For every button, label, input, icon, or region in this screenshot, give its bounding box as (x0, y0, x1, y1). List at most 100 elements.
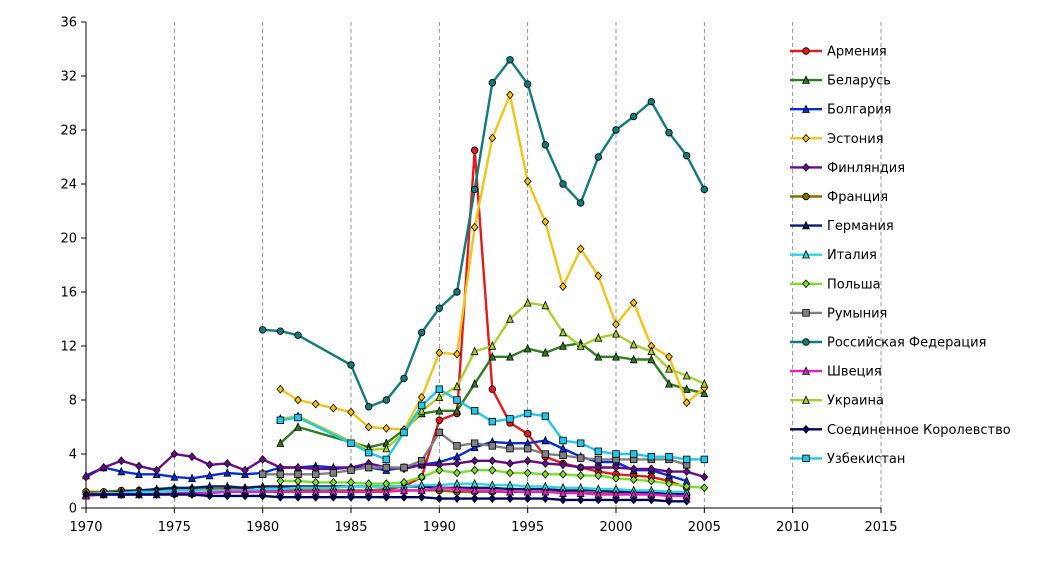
data-point (488, 351, 497, 361)
data-point (347, 466, 355, 474)
data-point (435, 416, 444, 424)
data-point (347, 407, 355, 417)
y-tick-label: 12 (60, 340, 77, 355)
data-point (629, 112, 638, 121)
data-point (647, 464, 656, 474)
data-point (506, 494, 514, 503)
data-point (541, 469, 550, 479)
legend-marker (802, 338, 810, 346)
data-point (453, 459, 461, 468)
data-point (506, 468, 514, 478)
data-point (559, 451, 567, 460)
data-point (576, 439, 585, 447)
x-tick-label: 2000 (599, 520, 632, 535)
data-point (276, 470, 285, 478)
data-point (117, 456, 126, 466)
data-point (612, 450, 620, 458)
data-point (541, 412, 550, 420)
data-point (417, 401, 426, 410)
data-point (488, 341, 497, 350)
data-point (329, 403, 338, 413)
legend-entry: Румыния (790, 306, 887, 321)
data-point (523, 456, 532, 466)
data-point (612, 463, 620, 472)
data-point (470, 185, 479, 194)
data-point (453, 396, 461, 404)
series-2 (276, 338, 709, 451)
data-point (205, 470, 214, 480)
data-point (400, 374, 408, 383)
data-point (665, 378, 673, 388)
data-point (453, 349, 461, 359)
legend-label: Беларусь (827, 74, 891, 89)
x-tick-label: 2010 (776, 520, 809, 535)
data-point (382, 443, 391, 453)
legend-label: Болгария (827, 103, 892, 118)
data-point (329, 477, 338, 487)
data-point (576, 341, 585, 350)
data-point (488, 465, 497, 475)
data-point (682, 455, 691, 464)
x-tick-label: 2005 (688, 520, 721, 535)
series-line (279, 342, 705, 449)
legend-marker (802, 133, 810, 143)
data-point (576, 471, 585, 481)
data-point (612, 319, 620, 329)
data-point (665, 352, 673, 362)
legend-label: Эстония (827, 132, 884, 147)
legend-marker (802, 366, 810, 375)
legend-label: Соединенное Королевство (827, 423, 1011, 438)
data-point (170, 472, 179, 481)
data-point (417, 472, 426, 482)
data-point (364, 403, 373, 411)
data-point (506, 56, 514, 64)
data-point (311, 470, 320, 478)
legend-marker (802, 249, 810, 259)
data-point (629, 464, 638, 474)
data-point (523, 444, 532, 453)
data-point (470, 465, 479, 475)
data-point (470, 494, 479, 503)
data-point (488, 417, 497, 426)
data-point (435, 405, 444, 415)
data-point (612, 495, 620, 505)
data-point (99, 490, 108, 499)
data-point (629, 495, 638, 505)
data-point (276, 492, 285, 502)
data-point (629, 354, 638, 364)
data-point (258, 454, 267, 464)
x-tick-label: 1995 (511, 520, 544, 535)
y-tick-label: 36 (60, 16, 77, 31)
legend-entry: Армения (790, 45, 887, 60)
data-point (647, 354, 656, 364)
data-point (453, 288, 461, 296)
data-point (470, 442, 479, 451)
data-point (453, 442, 461, 450)
data-point (364, 422, 373, 432)
data-point (629, 339, 638, 349)
data-point (506, 459, 514, 468)
y-tick-label: 0 (69, 502, 77, 517)
data-point (612, 328, 620, 338)
legend-label: Узбекистан (827, 452, 905, 467)
data-point (559, 341, 567, 350)
data-point (488, 79, 497, 87)
data-point (541, 494, 550, 503)
data-point (700, 185, 709, 194)
data-point (541, 450, 550, 458)
data-point (682, 496, 691, 506)
data-point (364, 463, 373, 472)
data-point (682, 370, 691, 380)
data-point (541, 300, 550, 310)
data-point (188, 473, 196, 483)
data-point (435, 494, 444, 503)
legend-label: Италия (827, 248, 877, 263)
data-point (347, 477, 355, 487)
data-point (647, 495, 656, 505)
x-tick-label: 2015 (864, 520, 897, 535)
data-point (506, 90, 514, 100)
legend-label: Германия (827, 219, 894, 234)
data-point (417, 328, 426, 337)
series-1 (276, 146, 691, 496)
data-point (294, 395, 302, 405)
